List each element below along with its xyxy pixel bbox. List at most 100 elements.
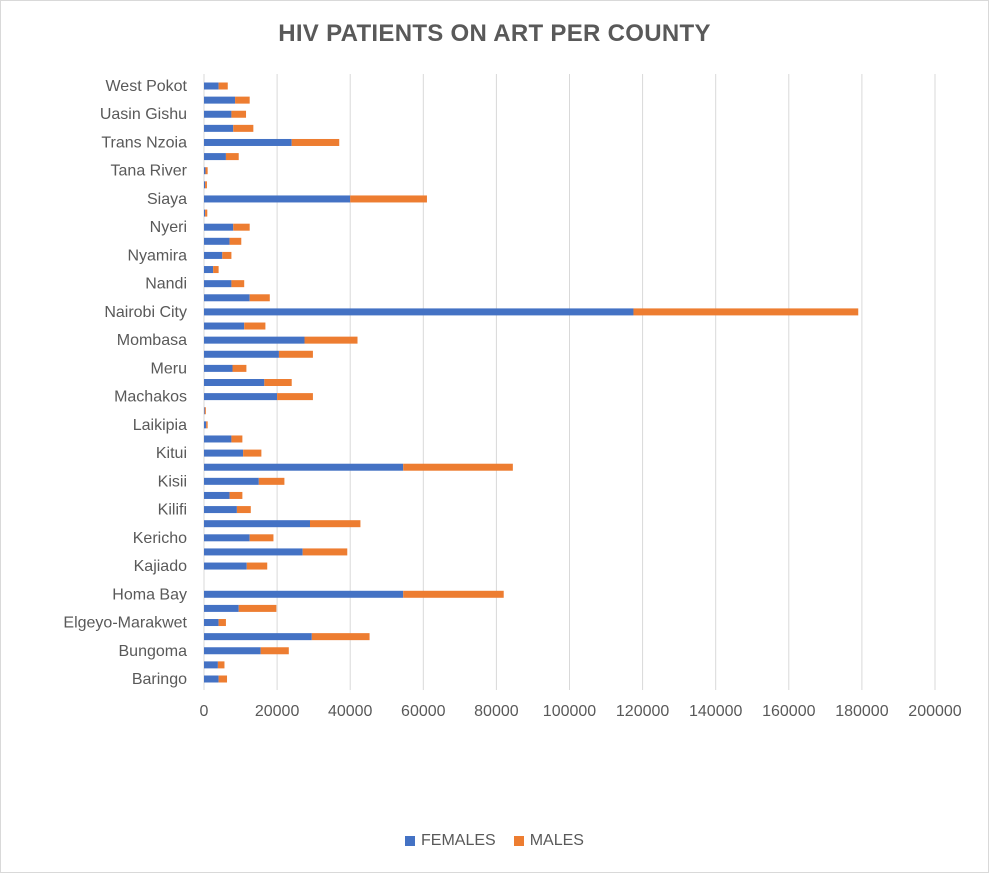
bar-females (204, 619, 219, 627)
bar-males (291, 138, 340, 146)
x-tick-label: 180000 (835, 703, 888, 720)
x-tick-label: 100000 (543, 703, 596, 720)
bar-males (278, 350, 313, 358)
bar-females (204, 223, 234, 231)
legend-item-females: FEMALES (405, 832, 496, 850)
bar-males (233, 124, 254, 132)
bar-females (204, 548, 303, 556)
bar-males (311, 633, 370, 641)
category-label: Mombasa (117, 332, 187, 349)
bar-females (204, 167, 206, 175)
chart-legend: FEMALES MALES (0, 832, 989, 850)
category-label: Kericho (133, 530, 187, 547)
bar-males (206, 421, 208, 429)
bar-females (204, 675, 219, 683)
bar-males (304, 336, 358, 344)
bar-males (213, 266, 219, 274)
bar-males (238, 604, 277, 612)
bar-males (231, 435, 243, 443)
chart-title: HIV PATIENTS ON ART PER COUNTY (278, 20, 711, 47)
category-label: Laikipia (133, 417, 187, 434)
bar-males (232, 364, 247, 372)
bar-females (204, 153, 226, 161)
bar-females (204, 407, 205, 415)
bar-females (204, 138, 292, 146)
bar-males (229, 237, 242, 245)
x-tick-label: 140000 (689, 703, 742, 720)
bar-males (231, 280, 245, 288)
category-label: Siaya (147, 191, 187, 208)
category-label: Meru (151, 360, 187, 377)
x-tick-label: 20000 (255, 703, 300, 720)
bar-females (204, 181, 206, 189)
bar-males (260, 647, 289, 655)
bar-females (204, 604, 239, 612)
bar-males (205, 181, 207, 189)
bar-males (222, 251, 232, 259)
bar-females (204, 421, 207, 429)
bar-females (204, 294, 250, 302)
bar-males (246, 562, 268, 570)
bar-females (204, 350, 279, 358)
bar-males (204, 407, 206, 415)
bar-males (229, 491, 243, 499)
x-tick-label: 60000 (401, 703, 446, 720)
category-label: Homa Bay (112, 586, 187, 603)
x-tick-label: 120000 (616, 703, 669, 720)
bar-females (204, 237, 230, 245)
category-label: Nandi (145, 276, 187, 293)
bar-males (231, 110, 247, 118)
bar-females (204, 590, 404, 598)
bar-females (204, 534, 250, 542)
bar-males (233, 223, 250, 231)
category-label: Baringo (132, 671, 187, 688)
bar-females (204, 96, 236, 104)
bar-females (204, 209, 206, 217)
category-label: Trans Nzoia (101, 134, 187, 151)
bar-females (204, 195, 351, 203)
bar-males (243, 449, 262, 457)
bar-males (309, 520, 361, 528)
bar-males (277, 393, 313, 401)
bar-females (204, 520, 310, 528)
bar-males (218, 619, 226, 627)
bar-males (249, 534, 274, 542)
bar-females (204, 251, 223, 259)
legend-item-males: MALES (513, 832, 584, 850)
bar-males (350, 195, 427, 203)
bar-males (302, 548, 348, 556)
legend-swatch-males (513, 836, 524, 846)
category-label: Kisii (158, 473, 187, 490)
category-label: Kilifi (158, 502, 187, 519)
bar-females (204, 336, 305, 344)
category-label: West Pokot (105, 78, 187, 95)
bar-males (403, 590, 504, 598)
bar-males (264, 379, 292, 386)
bar-males (205, 167, 208, 175)
bar-females (204, 661, 218, 669)
x-tick-label: 40000 (328, 703, 373, 720)
x-tick-label: 160000 (762, 703, 815, 720)
category-label: Nyamira (127, 247, 187, 264)
bar-females (204, 506, 237, 514)
bar-males (403, 463, 513, 471)
category-label: Kitui (156, 445, 187, 462)
bar-males (244, 322, 266, 330)
bar-males (218, 82, 228, 90)
bar-females (204, 308, 634, 316)
bar-females (204, 633, 312, 641)
bar-females (204, 435, 232, 443)
bar-females (204, 393, 278, 401)
bar-males (205, 209, 208, 217)
category-label: Uasin Gishu (100, 106, 187, 123)
bar-females (204, 280, 232, 288)
bar-males (235, 96, 250, 104)
category-label: Bungoma (119, 643, 188, 660)
bar-females (204, 491, 230, 499)
bar-males (225, 153, 239, 161)
bar-males (249, 294, 270, 302)
legend-label-males: MALES (529, 832, 584, 849)
bar-females (204, 266, 214, 274)
